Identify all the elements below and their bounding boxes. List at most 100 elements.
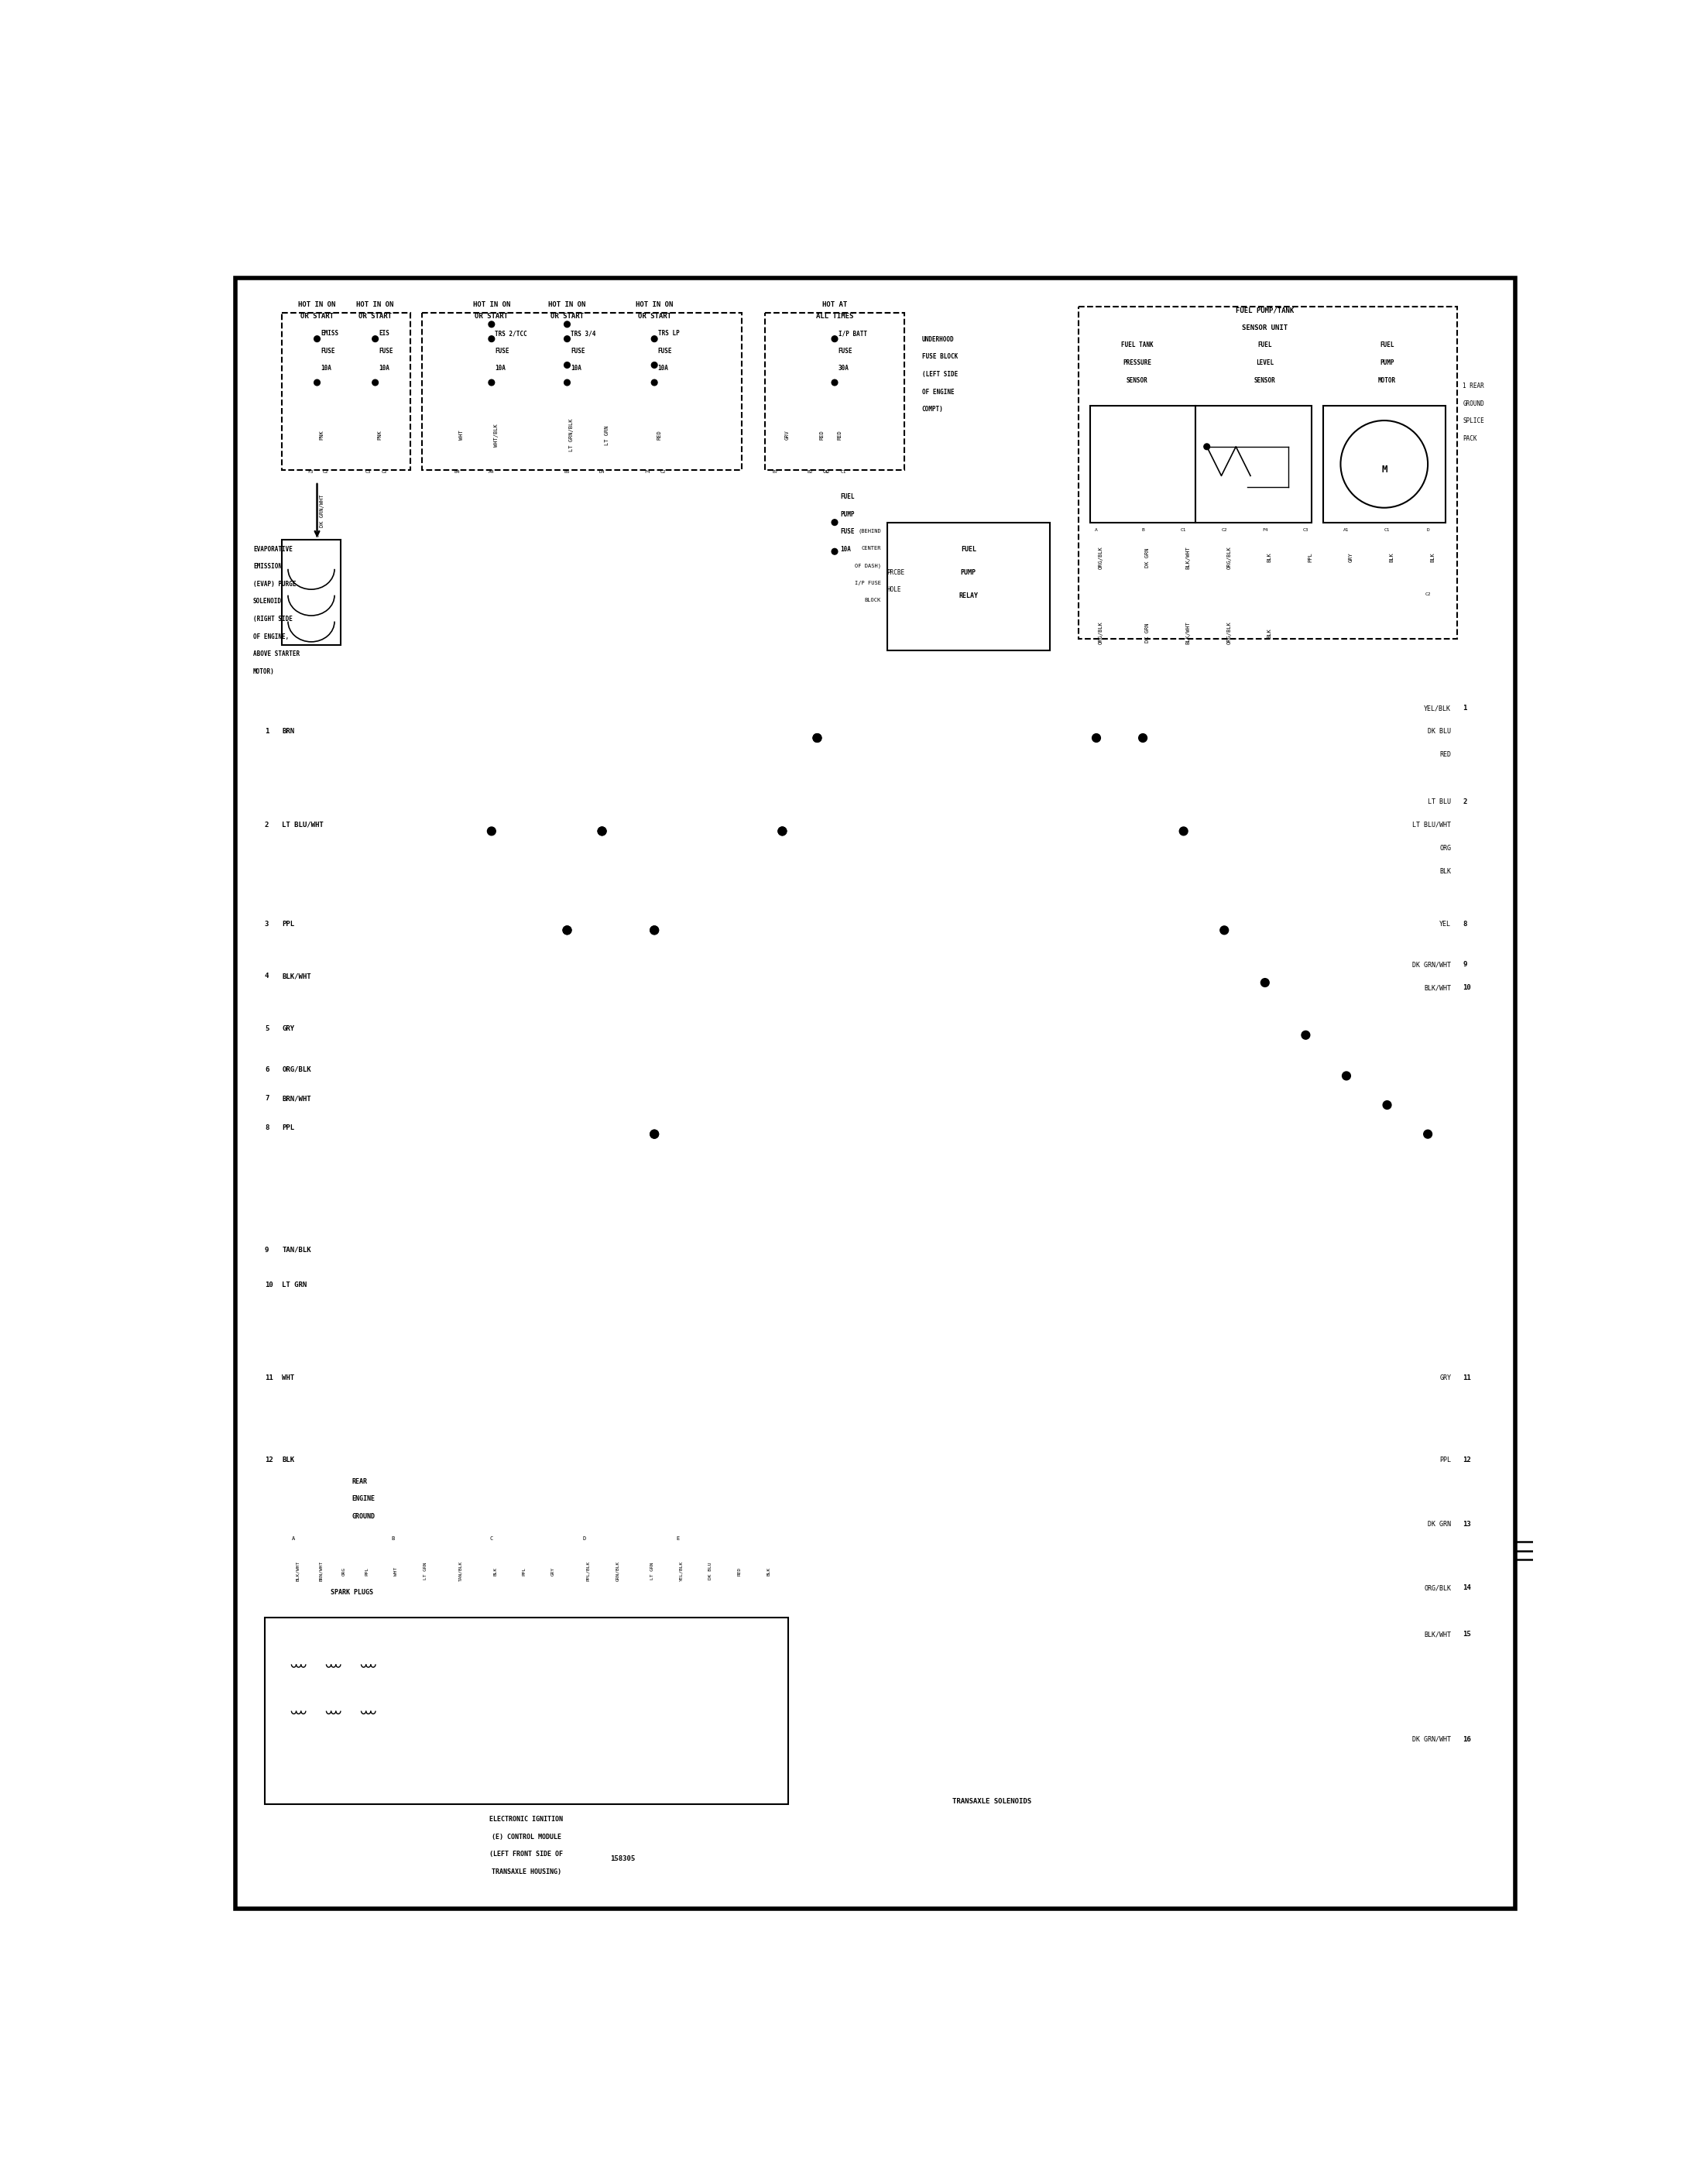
Text: TRS 2/TCC: TRS 2/TCC bbox=[495, 329, 528, 338]
Text: 6: 6 bbox=[265, 1065, 268, 1074]
Text: TRANSAXLE SOLENOIDS: TRANSAXLE SOLENOIDS bbox=[951, 1799, 1032, 1806]
Text: BLK/WHT: BLK/WHT bbox=[1185, 621, 1190, 645]
Bar bbox=[1324, 405, 1445, 522]
Circle shape bbox=[314, 379, 319, 385]
Text: LT BLU: LT BLU bbox=[1428, 799, 1452, 805]
Text: ORG/BLK: ORG/BLK bbox=[1226, 621, 1231, 645]
Text: D: D bbox=[582, 1537, 586, 1541]
Text: EMISSION: EMISSION bbox=[253, 563, 282, 569]
Circle shape bbox=[372, 336, 377, 342]
Text: PRCBE: PRCBE bbox=[886, 569, 905, 576]
Text: ENGINE: ENGINE bbox=[352, 1496, 376, 1503]
Text: ORG: ORG bbox=[1440, 844, 1452, 851]
Bar bbox=[265, 1617, 787, 1803]
Text: PPL: PPL bbox=[1440, 1457, 1452, 1464]
Circle shape bbox=[832, 548, 837, 554]
Text: 8: 8 bbox=[265, 1124, 268, 1130]
Text: (E) CONTROL MODULE: (E) CONTROL MODULE bbox=[492, 1834, 562, 1840]
Text: 14: 14 bbox=[1462, 1585, 1471, 1591]
Text: B: B bbox=[391, 1537, 395, 1541]
Text: A2: A2 bbox=[825, 470, 830, 474]
Text: GRV: GRV bbox=[784, 431, 789, 439]
Text: E: E bbox=[676, 1537, 680, 1541]
Text: DK BLU: DK BLU bbox=[709, 1563, 712, 1580]
Text: FUEL: FUEL bbox=[960, 546, 977, 552]
Text: REAR: REAR bbox=[352, 1479, 367, 1485]
Text: OR START: OR START bbox=[359, 312, 391, 320]
Text: PPL: PPL bbox=[1308, 552, 1313, 563]
Text: FUSE: FUSE bbox=[658, 349, 673, 355]
Text: GROUND: GROUND bbox=[352, 1513, 376, 1520]
Text: WHT: WHT bbox=[282, 1375, 295, 1381]
Text: UNDERHOOD: UNDERHOOD bbox=[922, 336, 955, 342]
Text: DK BLU: DK BLU bbox=[1428, 727, 1452, 736]
Circle shape bbox=[1341, 420, 1428, 509]
Text: 10A: 10A bbox=[379, 366, 389, 372]
Text: 2: 2 bbox=[265, 821, 268, 829]
Text: BLK/WHT: BLK/WHT bbox=[282, 972, 311, 981]
Text: SPARK PLUGS: SPARK PLUGS bbox=[331, 1589, 374, 1596]
Text: C3: C3 bbox=[366, 470, 371, 474]
Text: B7: B7 bbox=[772, 470, 779, 474]
Text: PUMP: PUMP bbox=[960, 569, 977, 576]
Text: D: D bbox=[1426, 528, 1430, 533]
Text: FUEL TANK: FUEL TANK bbox=[1120, 342, 1153, 349]
Circle shape bbox=[598, 827, 606, 836]
Text: FUEL: FUEL bbox=[1257, 342, 1272, 349]
Text: LT GRN: LT GRN bbox=[424, 1563, 427, 1580]
Text: GRN/BLK: GRN/BLK bbox=[615, 1561, 620, 1580]
Text: 10A: 10A bbox=[321, 366, 331, 372]
Text: 7: 7 bbox=[265, 1095, 268, 1102]
Text: DK GRN: DK GRN bbox=[1144, 548, 1149, 567]
Text: ORG/BLK: ORG/BLK bbox=[1098, 621, 1103, 645]
Text: FUSE: FUSE bbox=[495, 349, 509, 355]
Text: RED: RED bbox=[837, 431, 842, 439]
Text: FUSE: FUSE bbox=[839, 349, 852, 355]
Text: BLK/WHT: BLK/WHT bbox=[1424, 985, 1452, 992]
Text: HOT IN ON: HOT IN ON bbox=[548, 301, 586, 307]
Bar bbox=[886, 522, 1050, 650]
Text: C: C bbox=[490, 1537, 494, 1541]
Text: BLK: BLK bbox=[1430, 552, 1435, 563]
Text: 30A: 30A bbox=[839, 366, 849, 372]
Text: BLK: BLK bbox=[1267, 552, 1272, 563]
Circle shape bbox=[1424, 1130, 1431, 1139]
Text: TAN/BLK: TAN/BLK bbox=[282, 1247, 311, 1254]
Text: PUMP: PUMP bbox=[840, 511, 854, 517]
Text: C3: C3 bbox=[1303, 528, 1308, 533]
Text: B5: B5 bbox=[564, 470, 570, 474]
Text: LEVEL: LEVEL bbox=[1255, 359, 1274, 366]
Text: PNK: PNK bbox=[377, 431, 383, 439]
Text: D4: D4 bbox=[600, 470, 605, 474]
Text: OR START: OR START bbox=[301, 312, 333, 320]
Text: B: B bbox=[1141, 528, 1144, 533]
Text: BRN/WHT: BRN/WHT bbox=[319, 1561, 323, 1580]
Text: TAN/BLK: TAN/BLK bbox=[458, 1561, 463, 1580]
Bar bbox=[1090, 405, 1196, 522]
Text: A1: A1 bbox=[1344, 528, 1349, 533]
Circle shape bbox=[651, 1130, 659, 1139]
Text: C1: C1 bbox=[840, 470, 845, 474]
Text: PRESSURE: PRESSURE bbox=[1122, 359, 1151, 366]
Text: YEL/BLK: YEL/BLK bbox=[680, 1561, 683, 1580]
Circle shape bbox=[1342, 1072, 1351, 1080]
Circle shape bbox=[564, 320, 570, 327]
Text: OF ENGINE,: OF ENGINE, bbox=[253, 632, 289, 641]
Text: LT GRN/BLK: LT GRN/BLK bbox=[569, 418, 574, 452]
Text: LT BLU/WHT: LT BLU/WHT bbox=[1413, 821, 1452, 829]
Text: HOT IN ON: HOT IN ON bbox=[299, 301, 336, 307]
Text: COMPT): COMPT) bbox=[922, 405, 943, 414]
Text: RELAY: RELAY bbox=[958, 593, 979, 600]
Text: B4: B4 bbox=[454, 470, 459, 474]
Text: 1: 1 bbox=[1462, 706, 1467, 712]
Bar bbox=[422, 312, 741, 470]
Text: 9: 9 bbox=[1462, 961, 1467, 968]
Text: LT GRN: LT GRN bbox=[651, 1563, 654, 1580]
Text: ABOVE STARTER: ABOVE STARTER bbox=[253, 650, 299, 658]
Text: F4: F4 bbox=[1262, 528, 1267, 533]
Text: ORG/BLK: ORG/BLK bbox=[1226, 546, 1231, 569]
Circle shape bbox=[779, 827, 786, 836]
Text: F3: F3 bbox=[307, 470, 313, 474]
Text: (RIGHT SIDE: (RIGHT SIDE bbox=[253, 615, 292, 624]
Text: C2: C2 bbox=[323, 470, 328, 474]
